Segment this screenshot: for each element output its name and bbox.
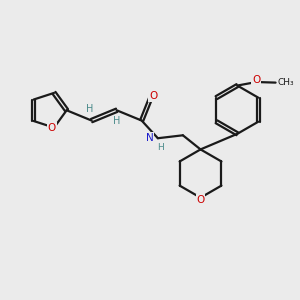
Text: N: N [146,133,154,143]
Text: O: O [252,75,261,85]
Text: H: H [86,104,94,114]
Text: O: O [196,195,205,205]
Text: H: H [158,142,164,152]
Text: O: O [47,123,56,133]
Text: H: H [113,116,120,127]
Text: CH₃: CH₃ [277,78,294,87]
Text: O: O [149,91,158,101]
